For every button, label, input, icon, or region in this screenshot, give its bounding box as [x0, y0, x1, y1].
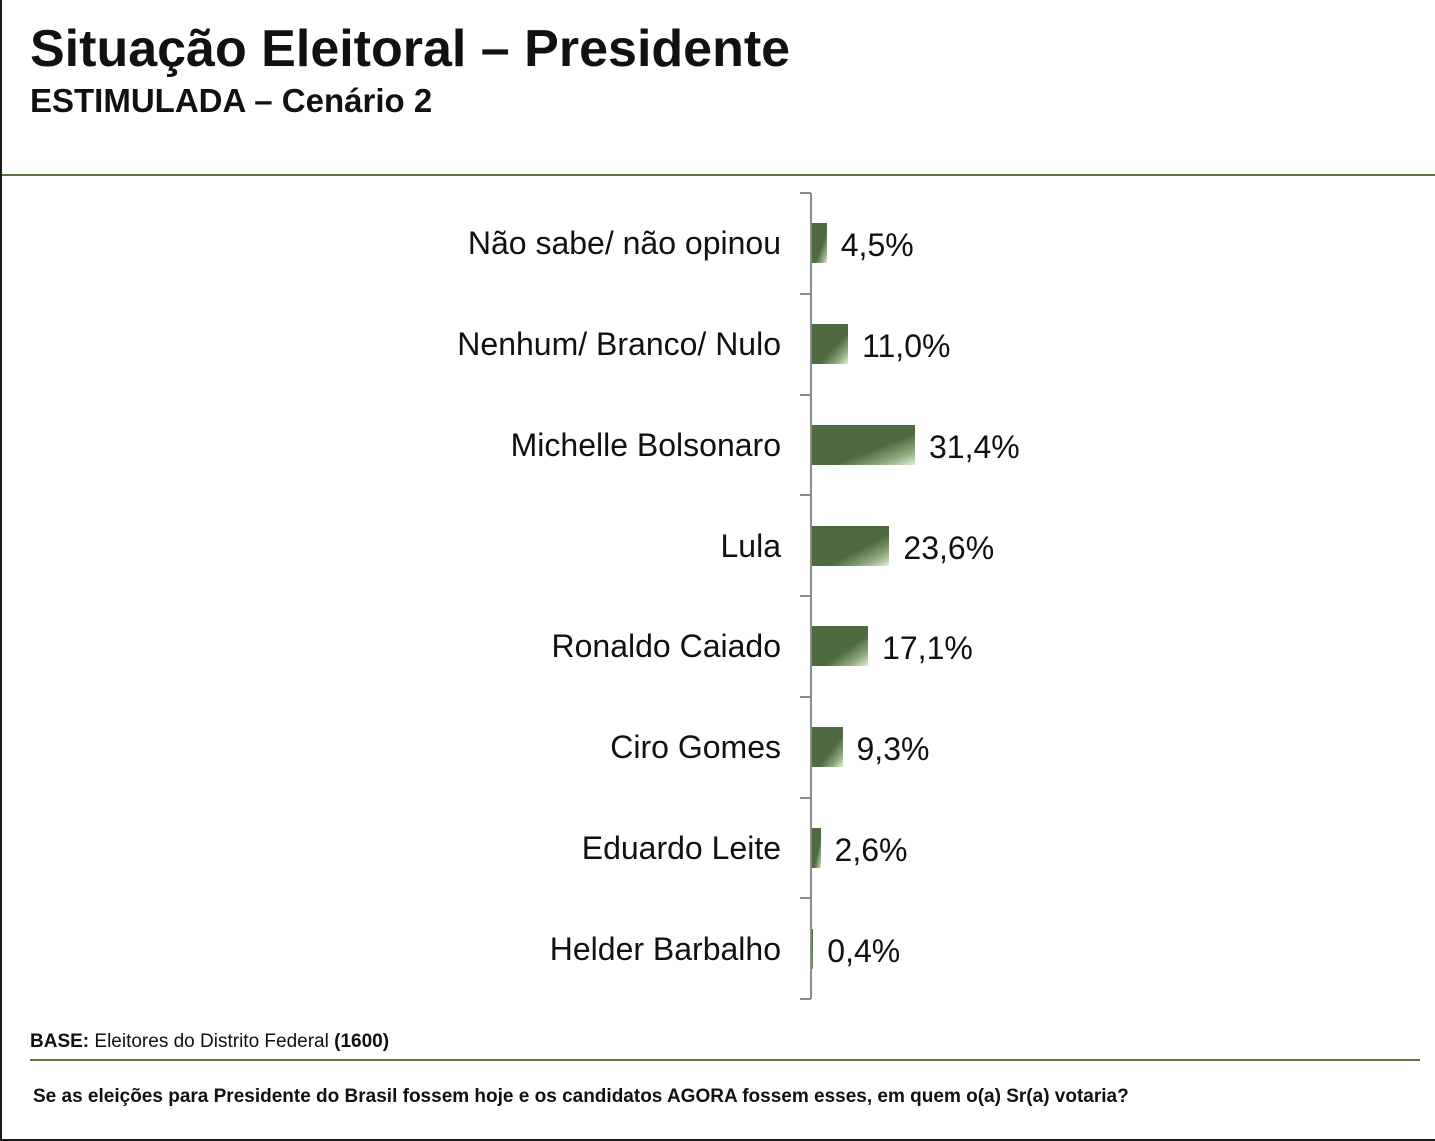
page-title: Situação Eleitoral – Presidente	[30, 20, 791, 78]
value-label: 23,6%	[903, 529, 995, 566]
bar	[812, 928, 814, 969]
value-label: 17,1%	[882, 630, 973, 667]
value-label: 4,5%	[840, 227, 914, 264]
base-count: (1600)	[334, 1031, 390, 1052]
bar-chart: Não sabe/ não opinou 4,5% Nenhum/ Branco/ …	[2, 192, 1435, 1000]
value-label: 11,0%	[862, 328, 951, 365]
axis-tick	[800, 998, 811, 1000]
value-label: 31,4%	[928, 428, 1020, 465]
axis-tick	[800, 595, 811, 597]
category-label: Michelle Bolsonaro	[510, 426, 781, 463]
category-label: Nenhum/ Branco/ Nulo	[457, 326, 781, 363]
value-label: 0,4%	[827, 932, 901, 969]
footer-divider	[30, 1059, 1420, 1061]
category-label: Ronaldo Caiado	[551, 628, 782, 665]
category-label: Não sabe/ não opinou	[467, 225, 781, 262]
base-note: BASE: Eleitores do Distrito Federal (160…	[30, 1032, 389, 1051]
header-divider	[2, 174, 1435, 176]
bar	[812, 525, 890, 566]
axis-tick	[800, 494, 811, 496]
category-label: Eduardo Leite	[581, 829, 781, 866]
category-label: Ciro Gomes	[610, 729, 781, 766]
axis-tick	[800, 293, 811, 295]
axis-tick	[800, 797, 811, 799]
bar	[812, 223, 827, 264]
axis-tick	[800, 192, 811, 194]
bar	[812, 324, 849, 365]
bar	[812, 626, 869, 667]
axis-tick	[800, 394, 811, 396]
category-axis-line	[810, 193, 812, 999]
axis-tick	[800, 897, 811, 899]
survey-question: Se as eleições para Presidente do Brasil…	[33, 1086, 1129, 1107]
value-label: 9,3%	[856, 731, 930, 768]
bar	[812, 424, 915, 465]
page-subtitle: ESTIMULADA – Cenário 2	[30, 82, 433, 119]
category-label: Lula	[720, 527, 782, 564]
bar	[812, 727, 843, 768]
bar	[812, 827, 821, 868]
category-label: Helder Barbalho	[549, 930, 781, 967]
axis-tick	[800, 696, 811, 698]
value-label: 2,6%	[834, 831, 908, 868]
base-label: BASE:	[30, 1031, 90, 1052]
base-text: Eleitores do Distrito Federal	[94, 1031, 329, 1052]
